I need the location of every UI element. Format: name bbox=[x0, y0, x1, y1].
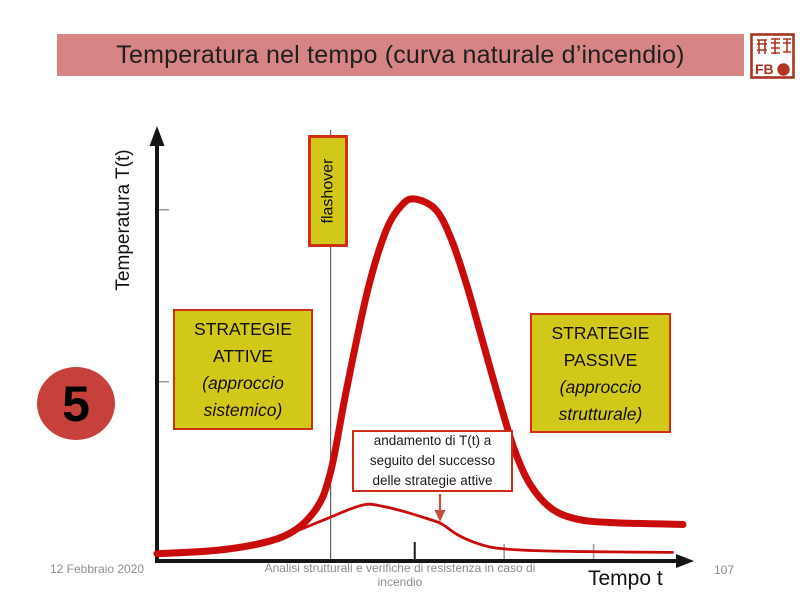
active-strategies-box: STRATEGIE ATTIVE (approccio sistemico) bbox=[173, 309, 313, 430]
x-axis-label: Tempo t bbox=[588, 567, 663, 590]
slide-title-bar: Temperatura nel tempo (curva naturale d’… bbox=[57, 34, 744, 76]
footer-course-title: Analisi strutturali e verifiche di resis… bbox=[264, 561, 536, 589]
slide-number: 5 bbox=[62, 375, 90, 432]
flashover-label: flashover bbox=[319, 158, 337, 224]
active-strategies-curve bbox=[281, 502, 674, 554]
seal-border bbox=[750, 33, 795, 79]
active-strategies-title: STRATEGIE ATTIVE bbox=[194, 319, 292, 366]
passive-strategies-box: STRATEGIE PASSIVE (approccio strutturale… bbox=[530, 313, 671, 433]
natural-fire-curve bbox=[153, 195, 687, 558]
flashover-label-box: flashover bbox=[308, 135, 348, 247]
footer-page-number: 107 bbox=[714, 563, 735, 577]
seal-letters: FB bbox=[755, 61, 774, 77]
seal-glyphs-icon bbox=[757, 38, 791, 54]
y-axis-label: Temperatura T(t) bbox=[113, 149, 134, 291]
annotation-text: andamento di T(t) a seguito del successo… bbox=[369, 433, 496, 488]
annotation-box: andamento di T(t) a seguito del successo… bbox=[352, 430, 513, 492]
seal-dot-icon bbox=[777, 63, 790, 76]
slide-number-badge: 5 bbox=[37, 367, 115, 440]
x-axis-arrow-icon bbox=[676, 554, 694, 568]
active-strategies-subtitle: (approccio sistemico) bbox=[202, 373, 284, 420]
passive-strategies-title: STRATEGIE PASSIVE bbox=[551, 323, 650, 370]
y-axis-arrow-icon bbox=[149, 126, 165, 146]
footer-date: 12 Febbraio 2020 bbox=[50, 562, 145, 576]
page-title: Temperatura nel tempo (curva naturale d’… bbox=[116, 40, 685, 69]
seal-stamp-logo: FB bbox=[750, 33, 795, 79]
passive-strategies-subtitle: (approccio strutturale) bbox=[558, 377, 643, 424]
annotation-arrow-head-icon bbox=[434, 510, 446, 522]
